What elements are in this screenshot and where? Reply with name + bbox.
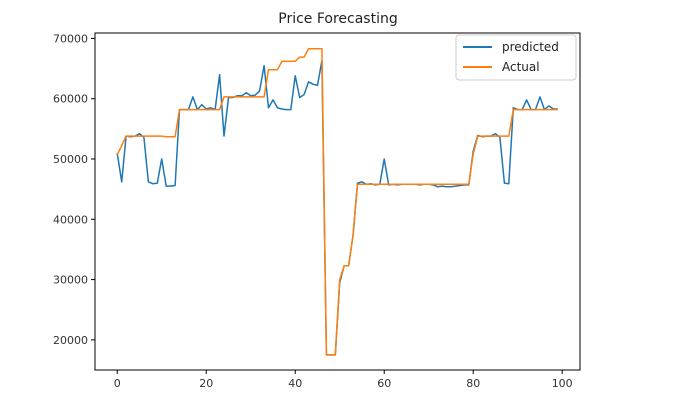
x-tick-label: 40 bbox=[288, 377, 302, 390]
y-tick-label: 70000 bbox=[53, 32, 88, 45]
x-tick-label: 80 bbox=[466, 377, 480, 390]
y-tick-label: 30000 bbox=[53, 274, 88, 287]
y-tick-label: 60000 bbox=[53, 93, 88, 106]
series-line-actual bbox=[116, 47, 558, 356]
y-tick-label: 20000 bbox=[53, 334, 88, 347]
x-tick-label: 20 bbox=[199, 377, 213, 390]
x-tick-label: 100 bbox=[552, 377, 573, 390]
chart-title: Price Forecasting bbox=[278, 11, 398, 27]
x-tick-label: 60 bbox=[377, 377, 391, 390]
y-axis: 20000 30000 40000 50000 60000 70000 bbox=[53, 32, 95, 347]
y-tick-label: 40000 bbox=[53, 213, 88, 226]
series-layer bbox=[116, 47, 558, 356]
x-tick-label: 0 bbox=[114, 377, 121, 390]
x-axis: 0 20 40 60 80 100 bbox=[114, 370, 573, 390]
plot-frame bbox=[94, 32, 581, 371]
y-tick-label: 50000 bbox=[53, 153, 88, 166]
legend: predicted Actual bbox=[455, 34, 577, 81]
legend-label-predicted: predicted bbox=[502, 40, 559, 54]
legend-label-actual: Actual bbox=[502, 60, 540, 74]
